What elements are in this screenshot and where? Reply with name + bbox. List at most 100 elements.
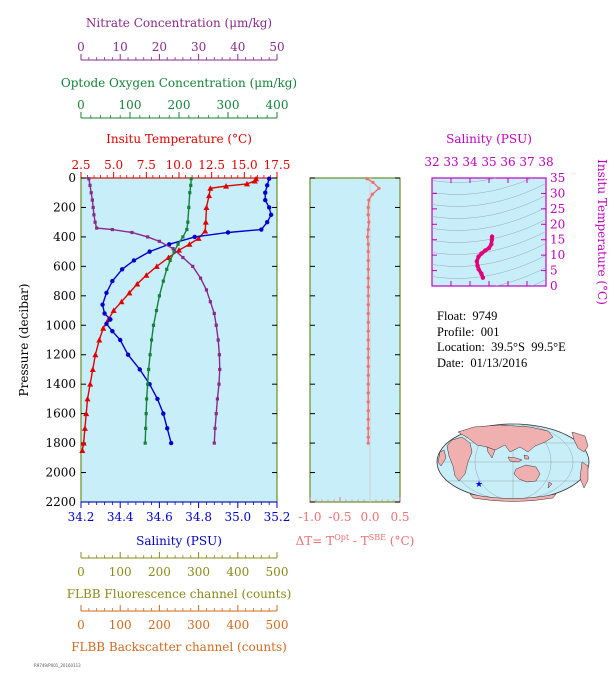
ts-data-point bbox=[479, 251, 484, 256]
delta-t-data-point bbox=[366, 267, 370, 271]
delta-t-data-point bbox=[366, 329, 370, 333]
delta-t-axis-label: ΔT= TOpt - TSBE (°C) bbox=[296, 533, 415, 548]
salinity-axis-label: Salinity (PSU) bbox=[136, 534, 222, 548]
ts-temperature-tick-label: 35 bbox=[550, 171, 565, 185]
nitrate-profile-line bbox=[88, 178, 221, 444]
delta-t-data-point bbox=[366, 373, 370, 377]
pressure-tick-label: 0 bbox=[68, 171, 76, 185]
temperature-data-point bbox=[81, 425, 88, 431]
oxygen-axis: 0 100 200 300 400 bbox=[77, 98, 289, 119]
ts-temperature-tick-label: 0 bbox=[550, 279, 558, 293]
temperature-data-point bbox=[100, 325, 107, 331]
nitrate-data-point bbox=[92, 213, 96, 217]
temperature-data-point bbox=[165, 254, 172, 261]
temperature-tick-label: 15.0 bbox=[231, 158, 258, 172]
salinity-data-point bbox=[259, 227, 264, 232]
backscatter-tick-label: 500 bbox=[266, 618, 289, 632]
temperature-data-point bbox=[243, 180, 250, 187]
oxygen-data-point bbox=[187, 205, 191, 210]
delta-t-data-point bbox=[366, 356, 370, 360]
backscatter-tick-label: 400 bbox=[226, 618, 249, 632]
oxygen-data-point bbox=[165, 267, 169, 271]
nitrate-data-point bbox=[89, 191, 93, 195]
delta-t-data-point bbox=[366, 258, 370, 263]
ts-diagram-panel: Salinity (PSU) 32 33 34 35 36 37 3805101520253… bbox=[424, 132, 609, 305]
oxygen-tick-label: 200 bbox=[168, 98, 191, 112]
float-location-marker: ★ bbox=[475, 480, 483, 490]
float-id: Float: 9749 bbox=[437, 309, 498, 323]
ts-temperature-tick-label: 10 bbox=[550, 248, 565, 262]
salinity-data-point bbox=[165, 426, 170, 431]
temperature-data-point bbox=[202, 228, 209, 234]
float-info: Float: 9749 Profile: 001 Location: 39.5°… bbox=[437, 309, 566, 371]
temperature-axis: 2.5 5.0 7.5 10.0 12.5 15.0 17.5 bbox=[71, 158, 290, 179]
oxygen-data-point bbox=[145, 397, 149, 401]
nitrate-data-point bbox=[146, 235, 150, 239]
salinity-data-point bbox=[263, 190, 268, 195]
salinity-data-point bbox=[161, 411, 166, 416]
salinity-data-point bbox=[155, 396, 160, 402]
nitrate-data-point bbox=[212, 441, 216, 445]
ts-salinity-tick-label: 38 bbox=[538, 155, 553, 169]
temperature-data-point bbox=[79, 447, 86, 453]
main-profile-panel: 0 10 20 30 40 50 Nitrate Concentration (μm/kg… bbox=[17, 16, 297, 654]
temperature-data-point bbox=[89, 366, 96, 372]
salinity-tick-label: 35.0 bbox=[224, 510, 251, 524]
delta-t-data-point bbox=[366, 227, 370, 232]
salinity-data-point bbox=[131, 258, 137, 263]
ts-series bbox=[474, 234, 495, 280]
ts-salinity-tick-label: 32 bbox=[424, 155, 439, 169]
temperature-data-point bbox=[186, 241, 193, 247]
float-location: Location: 39.5°S 99.5°E bbox=[437, 340, 566, 354]
oxygen-tick-label: 300 bbox=[217, 98, 240, 112]
nitrate-data-point bbox=[87, 177, 91, 181]
nitrate-data-point bbox=[191, 264, 195, 268]
nitrate-data-point bbox=[91, 205, 95, 210]
delta-t-tick-label: 0.5 bbox=[390, 510, 409, 524]
salinity-data-point bbox=[263, 197, 268, 203]
oxygen-data-point bbox=[176, 242, 180, 246]
oxygen-data-point bbox=[148, 353, 152, 357]
ts-temperature-tick-label: 5 bbox=[550, 264, 558, 278]
nitrate-data-point bbox=[204, 288, 209, 292]
salinity-data-point bbox=[108, 317, 113, 322]
nitrate-data-point bbox=[218, 367, 222, 372]
salinity-data-point bbox=[100, 302, 105, 307]
delta-t-data-point bbox=[366, 364, 370, 369]
delta-t-line bbox=[366, 178, 381, 444]
salinity-tick-label: 35.2 bbox=[264, 510, 291, 524]
nitrate-data-point bbox=[130, 230, 134, 235]
oxygen-tick-label: 0 bbox=[77, 98, 85, 112]
delta-t-data-point bbox=[366, 276, 370, 280]
oxygen-tick-label: 400 bbox=[266, 98, 289, 112]
delta-t-data-point bbox=[366, 441, 370, 445]
nitrate-data-point bbox=[181, 255, 185, 260]
ts-salinity-tick-label: 37 bbox=[519, 155, 534, 169]
temperature-data-point bbox=[118, 298, 125, 305]
oxygen-data-point bbox=[161, 279, 165, 283]
temperature-data-point bbox=[176, 247, 182, 253]
temperature-data-point bbox=[83, 410, 90, 417]
delta-t-data-point bbox=[366, 435, 370, 439]
delta-t-label-sup-sbe: SBE bbox=[369, 533, 386, 542]
temperature-data-point bbox=[126, 289, 133, 296]
fluorescence-tick-label: 300 bbox=[187, 565, 210, 579]
oxygen-tick-label: 100 bbox=[119, 98, 142, 112]
salinity-data-point bbox=[102, 311, 107, 316]
temperature-data-point bbox=[84, 395, 91, 402]
nitrate-data-point bbox=[214, 412, 218, 416]
oxygen-data-point bbox=[144, 412, 148, 416]
temperature-data-point bbox=[207, 185, 214, 191]
oxygen-data-point bbox=[157, 294, 161, 298]
ts-salinity-tick-label: 33 bbox=[443, 155, 458, 169]
delta-t-data-point bbox=[366, 426, 370, 430]
delta-t-data-point bbox=[366, 391, 370, 395]
ts-data-point bbox=[489, 242, 494, 247]
delta-t-data-point bbox=[371, 180, 375, 185]
delta-t-data-point bbox=[366, 338, 370, 342]
salinity-data-point bbox=[225, 230, 231, 235]
nitrate-data-point bbox=[214, 323, 218, 327]
nitrate-tick-label: 50 bbox=[269, 40, 284, 54]
delta-t-tick-label: 0.0 bbox=[360, 510, 379, 524]
